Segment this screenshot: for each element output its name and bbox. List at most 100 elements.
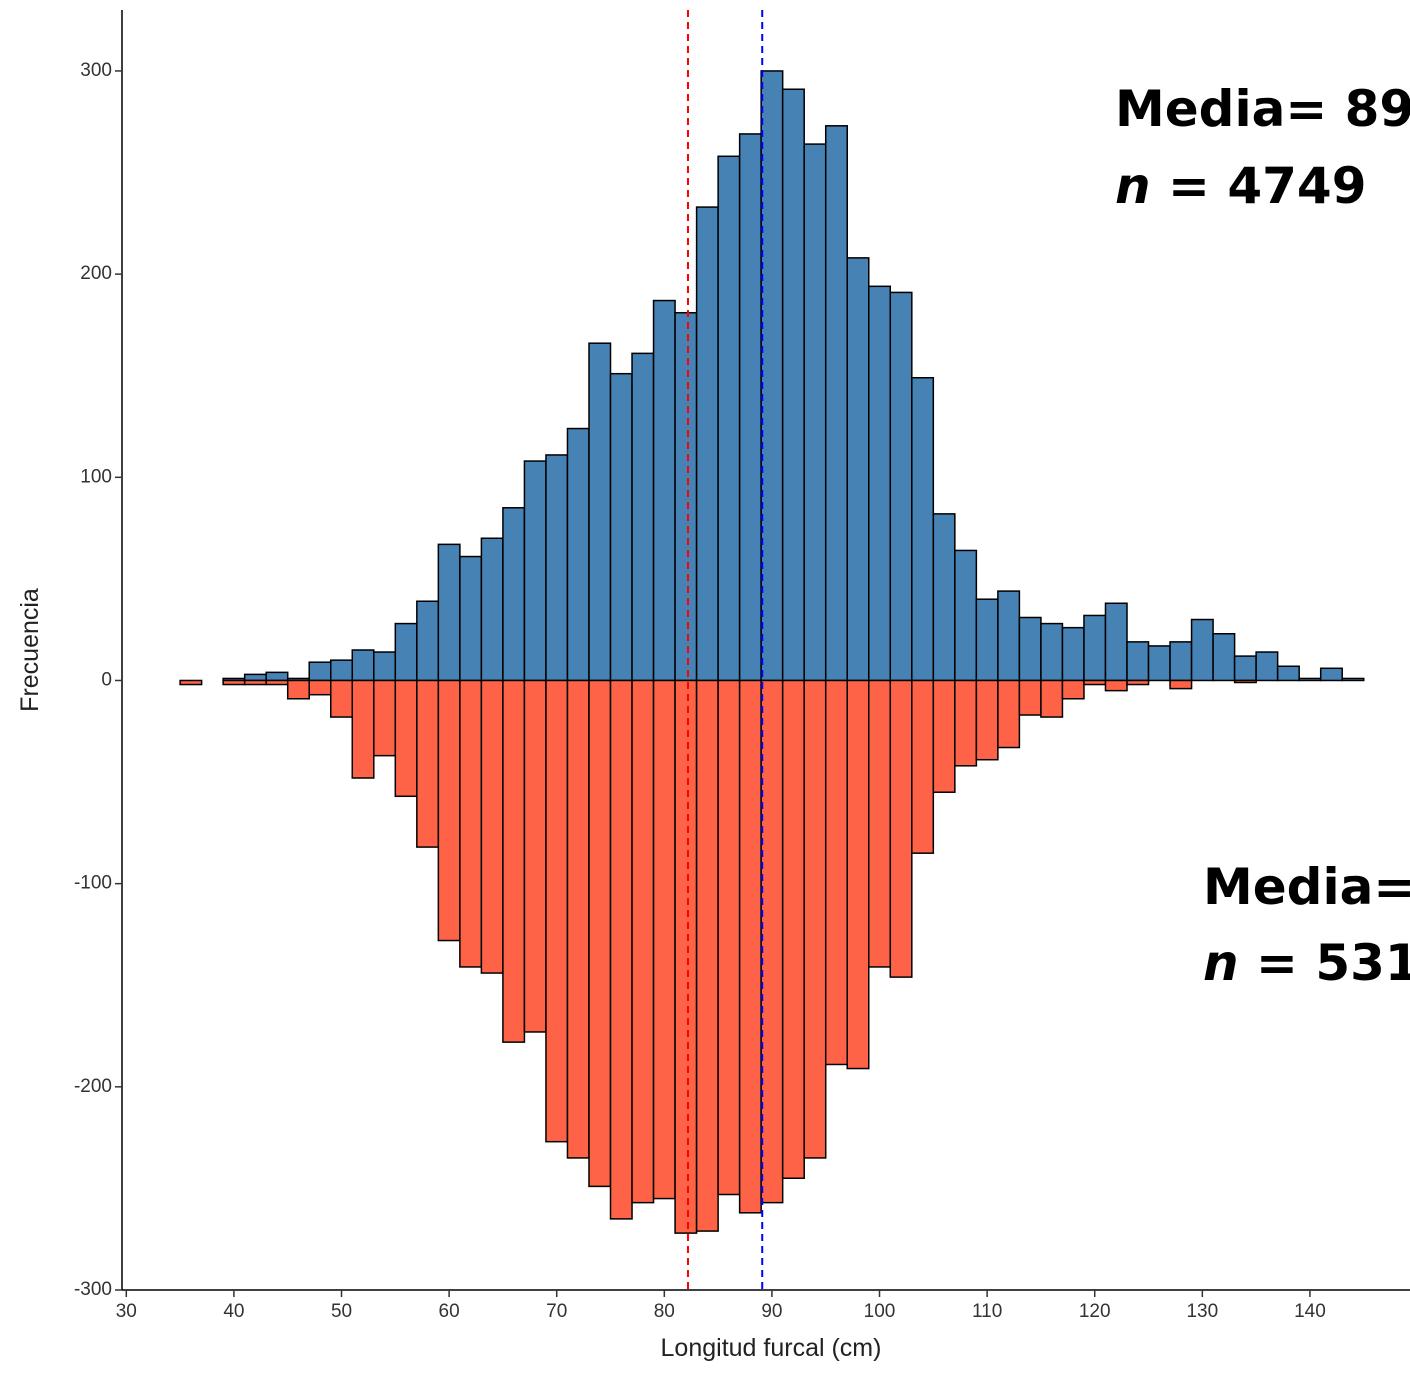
y-tick-label: 300 [80,60,112,81]
x-tick-label: 70 [546,1301,567,1322]
bar [911,376,935,682]
y-tick-label: -200 [74,1076,112,1097]
bar [1190,618,1214,682]
y-tick-label: 0 [101,669,112,690]
bar [459,679,483,968]
x-tick-label: 130 [1186,1301,1218,1322]
bar [1040,622,1064,682]
x-tick-label: 60 [439,1301,460,1322]
bar [652,679,676,1200]
bar [480,537,504,682]
bar [502,507,526,682]
bar [523,460,547,682]
bar [1233,679,1257,684]
bar [1341,677,1365,682]
bar [329,659,354,682]
x-tick-label: 110 [972,1301,1002,1322]
bar [760,679,784,1204]
bar [1018,679,1042,716]
x-axis-label: Longitud furcal (cm) [661,1334,882,1362]
bar [545,679,569,1143]
bar [394,622,418,682]
bar [975,598,999,682]
bar [1104,679,1128,692]
bar [222,679,246,686]
bar [803,143,827,682]
bar [286,679,310,700]
bar [868,679,892,968]
bar [179,679,203,686]
bar [243,679,267,686]
bar [437,679,461,942]
bar [781,679,805,1180]
bar [1061,626,1085,682]
bar [437,543,461,682]
n-symbol: n [1115,157,1151,215]
bar [373,651,397,682]
bar [631,352,655,682]
bar [975,679,999,761]
bar [1018,616,1042,682]
bar [1276,665,1300,682]
bar [609,679,633,1220]
bar [824,679,848,1066]
bar [738,133,762,682]
bar [717,155,741,682]
bar [1104,602,1128,682]
y-tick-label: -100 [74,873,112,894]
x-tick-label: 80 [654,1301,675,1322]
bar [631,679,655,1204]
bar [997,590,1021,682]
bar [1083,614,1107,682]
n-text: = 4749 [1168,157,1366,215]
bar [868,285,892,682]
bar [1147,645,1171,682]
bar [911,679,935,854]
bar [1061,679,1085,700]
bar [781,88,805,682]
bar [997,679,1021,749]
bar [416,600,440,682]
bar [480,679,504,974]
bar [394,679,418,798]
bar [1126,641,1150,682]
bar [308,661,332,682]
bar [803,679,827,1159]
bar [243,673,267,682]
bar [265,671,289,682]
bar [695,679,719,1232]
x-tick-label: 140 [1294,1301,1326,1322]
bar [1298,677,1322,682]
bar [416,679,440,848]
annotation: n = 5312 [1203,934,1410,992]
bar [502,679,526,1043]
bar [824,125,848,682]
x-tick-label: 50 [331,1301,352,1322]
bar [932,679,956,793]
annotation: n = 4749 [1115,157,1367,215]
bar [1126,679,1150,686]
bar [932,513,956,682]
y-axis-label: Frecuencia [16,588,44,712]
x-tick-label: 40 [223,1301,244,1322]
bar [308,679,332,696]
bar [545,454,569,682]
n-symbol: n [1203,934,1239,992]
bar [674,311,698,682]
bar [695,206,719,682]
bar [1255,651,1279,682]
bar [889,679,913,978]
bar [566,679,590,1159]
bar [1040,679,1064,718]
x-tick-label: 100 [864,1301,896,1322]
bar [1233,655,1257,682]
bar [1083,679,1107,686]
bar [351,679,375,779]
n-text: = 5312 [1256,934,1410,992]
y-tick-label: 100 [80,466,112,487]
bar [717,679,741,1196]
bar [674,679,698,1234]
bar [954,679,978,767]
